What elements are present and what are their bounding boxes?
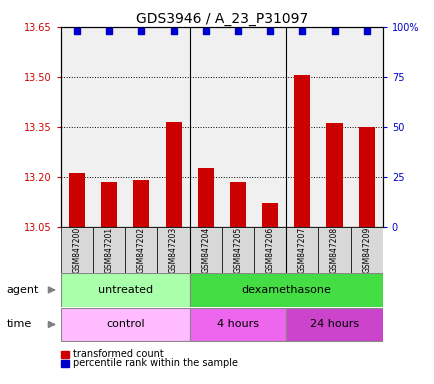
Text: percentile rank within the sample: percentile rank within the sample [73, 358, 237, 368]
Point [266, 28, 273, 34]
Bar [101, 182, 117, 227]
Point [234, 28, 241, 34]
Text: GSM847204: GSM847204 [201, 227, 210, 273]
Bar [326, 123, 342, 227]
Bar [350, 227, 382, 273]
Bar [197, 168, 214, 227]
Bar [286, 227, 318, 273]
Text: GSM847201: GSM847201 [105, 227, 113, 273]
Bar [165, 122, 181, 227]
Bar [61, 273, 189, 306]
Bar [133, 180, 149, 227]
Text: 4 hours: 4 hours [217, 319, 258, 329]
Point [330, 28, 337, 34]
Text: GSM847209: GSM847209 [362, 227, 370, 273]
Bar [157, 227, 189, 273]
Bar [125, 227, 157, 273]
Text: time: time [7, 319, 32, 329]
Text: control: control [106, 319, 144, 329]
Bar [189, 227, 221, 273]
Bar [61, 227, 93, 273]
Text: GSM847203: GSM847203 [169, 227, 178, 273]
Text: dexamethasone: dexamethasone [241, 285, 330, 295]
Text: GSM847205: GSM847205 [233, 227, 242, 273]
Bar [61, 351, 69, 358]
Text: transformed count: transformed count [73, 349, 164, 359]
Text: agent: agent [7, 285, 39, 295]
Text: GSM847200: GSM847200 [72, 227, 81, 273]
Text: GSM847202: GSM847202 [137, 227, 145, 273]
Bar [286, 308, 382, 341]
Bar [61, 360, 69, 367]
Text: GSM847207: GSM847207 [297, 227, 306, 273]
Point [202, 28, 209, 34]
Bar [221, 227, 253, 273]
Bar [294, 75, 310, 227]
Bar [189, 273, 382, 306]
Text: GSM847208: GSM847208 [329, 227, 338, 273]
Bar [93, 227, 125, 273]
Bar [358, 127, 374, 227]
Point [138, 28, 145, 34]
Point [170, 28, 177, 34]
Bar [61, 308, 189, 341]
Point [73, 28, 80, 34]
Point [105, 28, 112, 34]
Bar [189, 308, 286, 341]
Bar [230, 182, 246, 227]
Bar [69, 173, 85, 227]
Point [362, 28, 369, 34]
Text: GSM847206: GSM847206 [265, 227, 274, 273]
Bar [262, 203, 278, 227]
Text: 24 hours: 24 hours [309, 319, 358, 329]
Bar [318, 227, 350, 273]
Point [298, 28, 305, 34]
Bar [253, 227, 286, 273]
Text: untreated: untreated [98, 285, 152, 295]
Title: GDS3946 / A_23_P31097: GDS3946 / A_23_P31097 [135, 12, 307, 26]
